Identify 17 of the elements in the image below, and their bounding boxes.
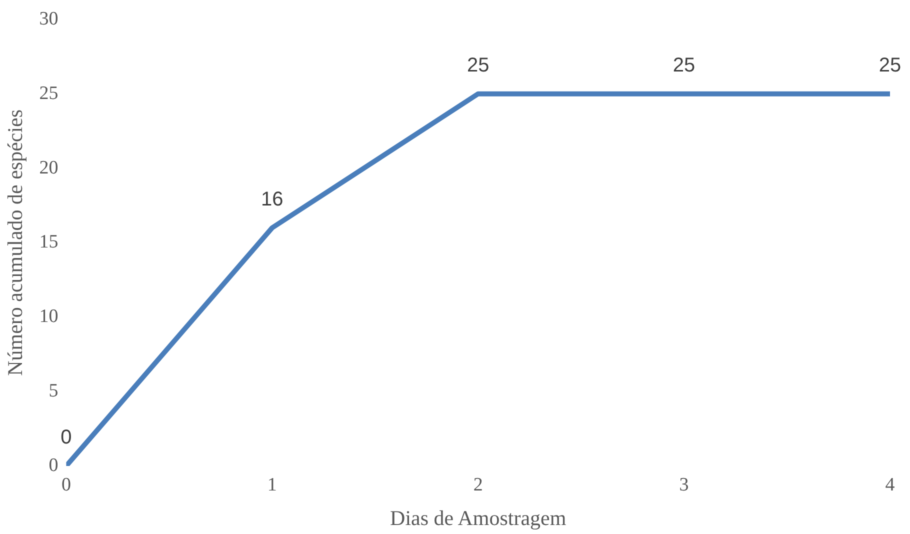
x-tick-label: 1 [267, 474, 277, 496]
data-label: 25 [672, 54, 696, 76]
data-label: 25 [878, 54, 902, 76]
y-tick-label: 5 [48, 380, 58, 402]
x-tick-label: 4 [885, 474, 896, 496]
data-label: 16 [261, 188, 284, 210]
y-tick-label: 0 [48, 454, 58, 476]
y-tick-label: 20 [39, 157, 58, 178]
x-axis-title: Dias de Amostragem [390, 506, 566, 530]
x-tick-label: 2 [473, 474, 483, 496]
y-tick-label: 25 [39, 82, 58, 104]
y-tick-label: 15 [39, 232, 58, 253]
x-tick-label: 3 [679, 474, 689, 496]
y-axis-title: Número acumulado de espécies [3, 109, 28, 376]
y-tick-label: 30 [39, 8, 58, 30]
y-tick-label: 10 [39, 306, 58, 328]
data-label: 25 [466, 54, 490, 76]
